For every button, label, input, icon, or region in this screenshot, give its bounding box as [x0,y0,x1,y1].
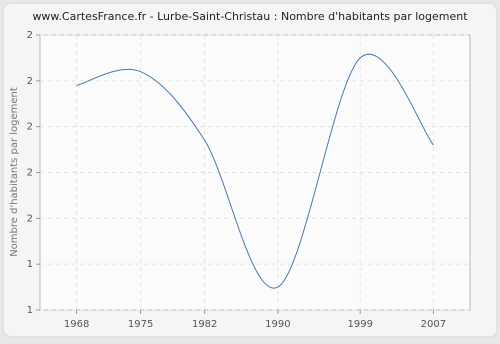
y-tick-label: 2 [27,213,33,224]
y-tick-label: 1 [27,259,33,270]
x-tick-label: 1968 [64,319,89,330]
y-tick-label: 2 [27,76,33,87]
y-tick-label: 2 [27,30,33,41]
x-tick-label: 1982 [192,319,217,330]
y-tick-label: 2 [27,168,33,179]
y-tick-label: 1 [27,305,33,316]
y-axis-label: Nombre d'habitants par logement [9,87,20,257]
x-tick-label: 1975 [128,319,153,330]
x-tick-label: 1990 [265,319,290,330]
y-tick-label: 2 [27,122,33,133]
chart-title: www.CartesFrance.fr - Lurbe-Saint-Christ… [32,10,468,23]
x-tick-label: 1999 [347,319,372,330]
line [76,53,434,289]
x-tick-label: 2007 [421,319,446,330]
